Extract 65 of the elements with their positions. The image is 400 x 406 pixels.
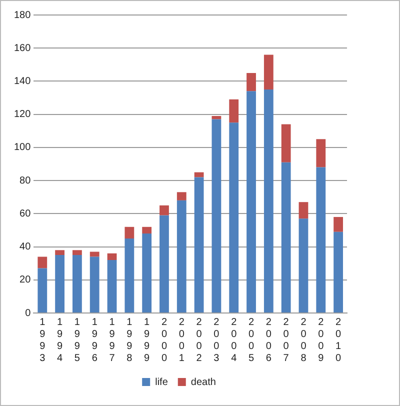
bar [334, 216, 343, 232]
bar [316, 167, 326, 312]
y-tick-label: 60 [20, 208, 32, 220]
bar [72, 250, 82, 256]
x-tick-label: 2009 [318, 316, 324, 364]
bar [107, 260, 117, 312]
bar [124, 226, 134, 238]
x-tick-label: 1998 [126, 316, 133, 364]
bar [38, 268, 48, 312]
x-tick-label: 1995 [74, 316, 80, 364]
y-tick-label: 180 [14, 10, 32, 21]
bar [107, 253, 117, 260]
legend-label: death [190, 376, 216, 388]
bar [212, 119, 222, 312]
x-tick-label: 2004 [231, 316, 238, 364]
bar [298, 202, 308, 219]
bar [229, 122, 239, 312]
bar [142, 226, 152, 234]
y-tick-label: 0 [25, 308, 32, 319]
x-tick-label: 2006 [266, 316, 272, 364]
x-tick-label: 2007 [283, 316, 290, 364]
bar [194, 177, 204, 312]
bar [246, 91, 256, 312]
x-tick-label: 1994 [57, 316, 64, 364]
x-tick-label: 1996 [92, 316, 98, 364]
y-tick-label: 20 [20, 274, 32, 286]
bar [90, 252, 100, 257]
bar [281, 162, 291, 312]
y-tick-label: 100 [14, 142, 32, 154]
y-tick-label: 160 [14, 42, 32, 54]
bar [334, 232, 343, 312]
bar [316, 139, 326, 168]
x-tick-label: 2002 [196, 316, 202, 364]
bar [264, 54, 274, 90]
x-tick-label: 2010 [336, 316, 342, 364]
bar [72, 255, 82, 312]
bar [160, 205, 169, 216]
x-tick-label: 2008 [300, 316, 307, 364]
bar [90, 256, 100, 312]
bar [281, 124, 291, 162]
bar [55, 250, 64, 256]
x-tick-label: 1997 [109, 316, 116, 364]
legend-label: life [155, 376, 168, 388]
x-tick-label: 1999 [144, 316, 150, 364]
bar [298, 218, 308, 312]
x-tick-label: 2005 [248, 316, 254, 364]
bar [38, 256, 48, 268]
x-tick-label: 2001 [178, 316, 185, 364]
y-tick-label: 140 [14, 76, 32, 87]
bar [176, 200, 186, 312]
bar [176, 192, 186, 200]
bar [212, 116, 222, 120]
x-tick-label: 1993 [40, 316, 46, 364]
bar [264, 90, 274, 312]
bar [229, 99, 239, 123]
bar [160, 215, 169, 312]
x-tick-label: 2003 [214, 316, 220, 364]
bar [142, 234, 152, 312]
bar [246, 72, 256, 92]
y-tick-label: 120 [14, 109, 32, 120]
y-tick-label: 40 [20, 242, 32, 253]
y-tick-label: 80 [20, 175, 32, 186]
x-tick-label: 2000 [161, 316, 168, 364]
bar [55, 255, 64, 312]
bar [124, 238, 134, 312]
